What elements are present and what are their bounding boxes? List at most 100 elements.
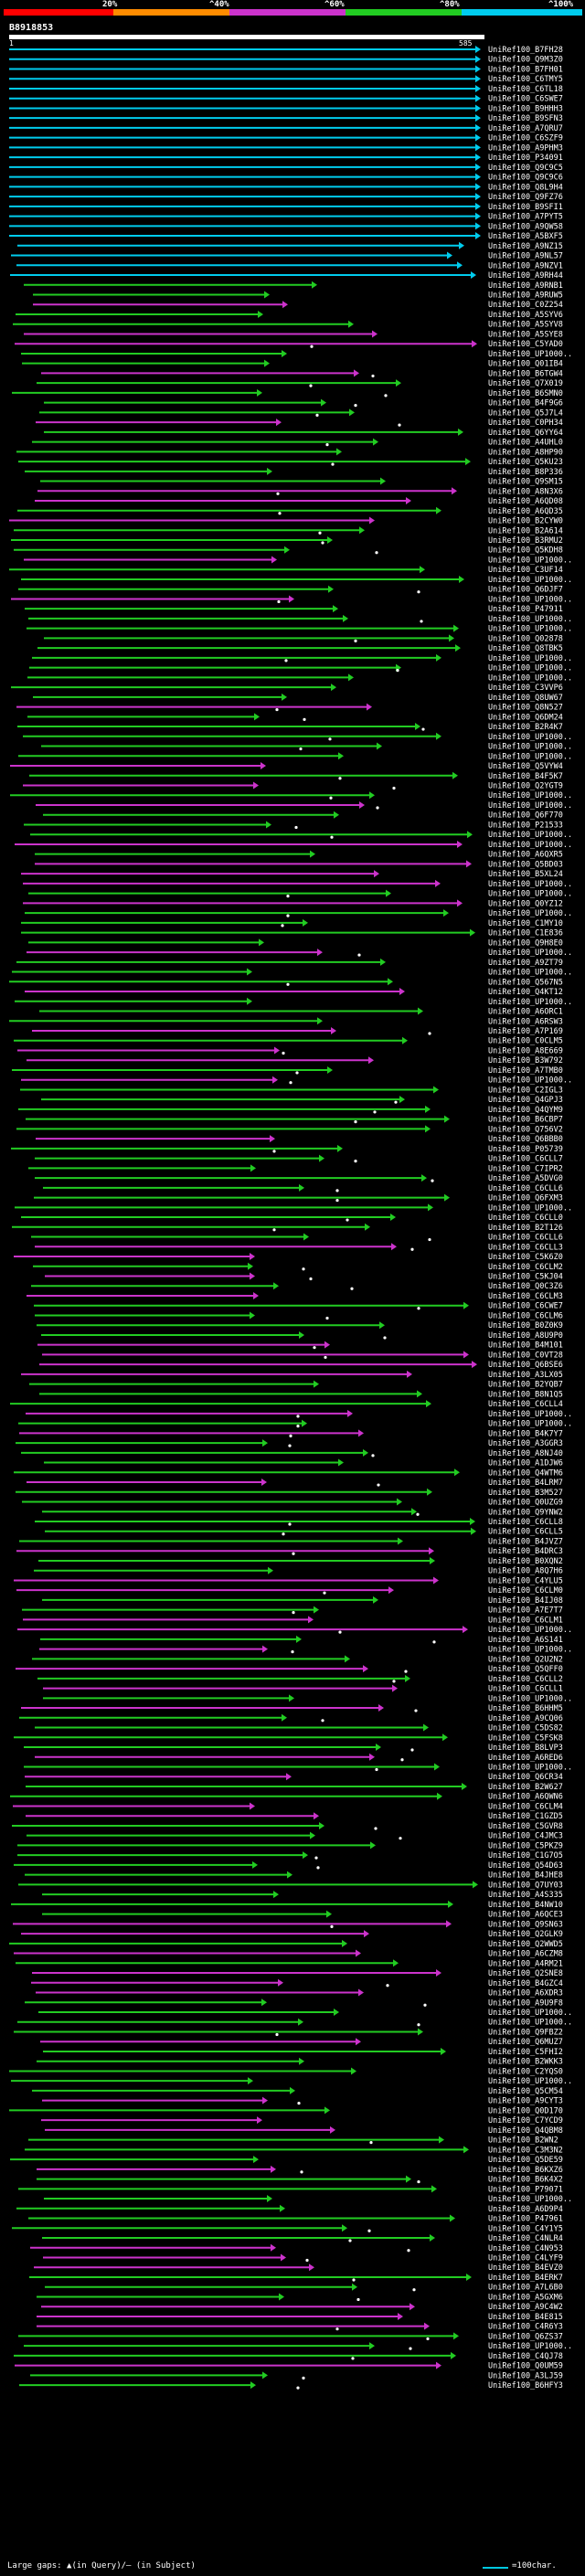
hit-label[interactable]: UniRef100_C1E836 bbox=[488, 929, 563, 938]
hit-label[interactable]: UniRef100_UP1000.. bbox=[488, 831, 572, 840]
hit-label[interactable]: UniRef100_A4S335 bbox=[488, 1891, 563, 1900]
hit-label[interactable]: UniRef100_Q9SN63 bbox=[488, 1920, 563, 1929]
hit-label[interactable]: UniRef100_A8E669 bbox=[488, 1046, 563, 1055]
hit-label[interactable]: UniRef100_B2A614 bbox=[488, 526, 563, 535]
hit-label[interactable]: UniRef100_C6CLL2 bbox=[488, 1675, 563, 1684]
hit-label[interactable]: UniRef100_Q0UM59 bbox=[488, 2362, 563, 2371]
hit-label[interactable]: UniRef100_B3RMU2 bbox=[488, 536, 563, 546]
hit-label[interactable]: UniRef100_Q6F770 bbox=[488, 811, 563, 821]
hit-label[interactable]: UniRef100_C7IPR2 bbox=[488, 1164, 563, 1173]
hit-label[interactable]: UniRef100_C4YLU5 bbox=[488, 1576, 563, 1585]
hit-label[interactable]: UniRef100_Q6ZS37 bbox=[488, 2332, 563, 2341]
hit-label[interactable]: UniRef100_C6TMY5 bbox=[488, 75, 563, 84]
hit-label[interactable]: UniRef100_A6RED6 bbox=[488, 1754, 563, 1763]
hit-label[interactable]: UniRef100_C6CLL7 bbox=[488, 1155, 563, 1164]
hit-label[interactable]: UniRef100_B5XL24 bbox=[488, 870, 563, 879]
hit-label[interactable]: UniRef100_UP1000.. bbox=[488, 841, 572, 850]
hit-label[interactable]: UniRef100_Q7X019 bbox=[488, 379, 563, 388]
hit-label[interactable]: UniRef100_UP1000.. bbox=[488, 1076, 572, 1086]
hit-label[interactable]: UniRef100_UP1000.. bbox=[488, 2019, 572, 2028]
hit-label[interactable]: UniRef100_A8U9P0 bbox=[488, 1331, 563, 1341]
hit-label[interactable]: UniRef100_UP1000.. bbox=[488, 625, 572, 634]
hit-label[interactable]: UniRef100_A9RUW5 bbox=[488, 292, 563, 301]
hit-label[interactable]: UniRef100_B4GZC4 bbox=[488, 1979, 563, 1988]
hit-label[interactable]: UniRef100_Q02878 bbox=[488, 634, 563, 643]
hit-label[interactable]: UniRef100_A9CYT3 bbox=[488, 2097, 563, 2106]
hit-label[interactable]: UniRef100_UP1000.. bbox=[488, 615, 572, 624]
hit-label[interactable]: UniRef100_Q2GLK9 bbox=[488, 1930, 563, 1939]
hit-label[interactable]: UniRef100_UP1000.. bbox=[488, 664, 572, 673]
hit-label[interactable]: UniRef100_A6S141 bbox=[488, 1636, 563, 1645]
hit-label[interactable]: UniRef100_C6CLL1 bbox=[488, 1685, 563, 1694]
hit-label[interactable]: UniRef100_B4LRM7 bbox=[488, 1479, 563, 1488]
hit-label[interactable]: UniRef100_UP1000.. bbox=[488, 743, 572, 752]
hit-label[interactable]: UniRef100_Q2WWD5 bbox=[488, 1940, 563, 1949]
hit-label[interactable]: UniRef100_B8N1Q5 bbox=[488, 1390, 563, 1399]
hit-label[interactable]: UniRef100_Q8UW67 bbox=[488, 694, 563, 703]
hit-label[interactable]: UniRef100_Q9FBZ2 bbox=[488, 2028, 563, 2037]
hit-label[interactable]: UniRef100_C0VT28 bbox=[488, 1351, 563, 1360]
hit-label[interactable]: UniRef100_C6CLL3 bbox=[488, 1243, 563, 1252]
hit-label[interactable]: UniRef100_Q5DE59 bbox=[488, 2156, 563, 2165]
hit-label[interactable]: UniRef100_C6CLM2 bbox=[488, 1263, 563, 1272]
hit-label[interactable]: UniRef100_Q0C3Z6 bbox=[488, 1282, 563, 1291]
hit-label[interactable]: UniRef100_A9CQ06 bbox=[488, 1714, 563, 1723]
hit-label[interactable]: UniRef100_Q54D63 bbox=[488, 1861, 563, 1871]
hit-label[interactable]: UniRef100_UP1000.. bbox=[488, 576, 572, 585]
hit-label[interactable]: UniRef100_B4E815 bbox=[488, 2313, 563, 2322]
hit-label[interactable]: UniRef100_UP1000.. bbox=[488, 350, 572, 359]
hit-label[interactable]: UniRef100_B4JVZ7 bbox=[488, 1537, 563, 1546]
hit-label[interactable]: UniRef100_C3VVP6 bbox=[488, 684, 563, 693]
hit-label[interactable]: UniRef100_C6CLL6 bbox=[488, 1234, 563, 1243]
hit-label[interactable]: UniRef100_C6CLL5 bbox=[488, 1528, 563, 1537]
hit-label[interactable]: UniRef100_C3M3N2 bbox=[488, 2146, 563, 2155]
hit-label[interactable]: UniRef100_P34091 bbox=[488, 154, 563, 163]
hit-label[interactable]: UniRef100_A8N3X6 bbox=[488, 487, 563, 496]
hit-label[interactable]: UniRef100_Q5KU23 bbox=[488, 458, 563, 467]
hit-label[interactable]: UniRef100_C6CLM4 bbox=[488, 1802, 563, 1811]
hit-label[interactable]: UniRef100_C5FHI2 bbox=[488, 2048, 563, 2057]
hit-label[interactable]: UniRef100_C4JMC3 bbox=[488, 1832, 563, 1841]
hit-label[interactable]: UniRef100_A6QXR5 bbox=[488, 851, 563, 860]
hit-label[interactable]: UniRef100_UP1000.. bbox=[488, 791, 572, 800]
hit-label[interactable]: UniRef100_B4F5K7 bbox=[488, 772, 563, 781]
hit-label[interactable]: UniRef100_A3LJ59 bbox=[488, 2371, 563, 2380]
hit-label[interactable]: UniRef100_C4R6Y3 bbox=[488, 2323, 563, 2332]
hit-label[interactable]: UniRef100_B9HHH3 bbox=[488, 104, 563, 113]
hit-label[interactable]: UniRef100_A8HP90 bbox=[488, 448, 563, 457]
hit-label[interactable]: UniRef100_C0CLM5 bbox=[488, 1037, 563, 1046]
hit-label[interactable]: UniRef100_B4JHE8 bbox=[488, 1871, 563, 1881]
hit-label[interactable]: UniRef100_Q4KT12 bbox=[488, 988, 563, 997]
hit-label[interactable]: UniRef100_A9C4W2 bbox=[488, 2303, 563, 2312]
hit-label[interactable]: UniRef100_B6SMN0 bbox=[488, 389, 563, 398]
hit-label[interactable]: UniRef100_A5GXM6 bbox=[488, 2293, 563, 2302]
hit-label[interactable]: UniRef100_Q4QYM9 bbox=[488, 1106, 563, 1115]
hit-label[interactable]: UniRef100_A7P169 bbox=[488, 1027, 563, 1036]
hit-label[interactable]: UniRef100_A7L6B0 bbox=[488, 2284, 563, 2293]
hit-label[interactable]: UniRef100_C6TL18 bbox=[488, 85, 563, 94]
hit-label[interactable]: UniRef100_Q0D170 bbox=[488, 2106, 563, 2115]
hit-label[interactable]: UniRef100_Q9FZ76 bbox=[488, 193, 563, 202]
hit-label[interactable]: UniRef100_C6CLL6 bbox=[488, 1184, 563, 1193]
hit-label[interactable]: UniRef100_A8Q7H6 bbox=[488, 1567, 563, 1576]
hit-label[interactable]: UniRef100_Q567N5 bbox=[488, 978, 563, 987]
hit-label[interactable]: UniRef100_Q9H8E0 bbox=[488, 938, 563, 948]
hit-label[interactable]: UniRef100_Q5CM54 bbox=[488, 2087, 563, 2096]
hit-label[interactable]: UniRef100_A5SYV8 bbox=[488, 321, 563, 330]
hit-label[interactable]: UniRef100_A6XDR3 bbox=[488, 1989, 563, 1998]
hit-label[interactable]: UniRef100_A6RSW3 bbox=[488, 1017, 563, 1026]
hit-label[interactable]: UniRef100_B9SFI1 bbox=[488, 203, 563, 212]
hit-label[interactable]: UniRef100_A6D9P4 bbox=[488, 2205, 563, 2214]
hit-label[interactable]: UniRef100_C6CLM0 bbox=[488, 1586, 563, 1595]
hit-label[interactable]: UniRef100_B0XQN2 bbox=[488, 1557, 563, 1566]
hit-label[interactable]: UniRef100_C6SWE7 bbox=[488, 95, 563, 104]
hit-label[interactable]: UniRef100_C5GVR8 bbox=[488, 1822, 563, 1831]
hit-label[interactable]: UniRef100_UP1000.. bbox=[488, 673, 572, 683]
hit-label[interactable]: UniRef100_B2W627 bbox=[488, 1783, 563, 1792]
hit-label[interactable]: UniRef100_UP1000.. bbox=[488, 1203, 572, 1213]
hit-label[interactable]: UniRef100_B7FH01 bbox=[488, 65, 563, 74]
hit-label[interactable]: UniRef100_A3LX05 bbox=[488, 1371, 563, 1380]
hit-label[interactable]: UniRef100_UP1000.. bbox=[488, 1626, 572, 1635]
hit-label[interactable]: UniRef100_C4N953 bbox=[488, 2244, 563, 2253]
hit-label[interactable]: UniRef100_C1GZD5 bbox=[488, 1812, 563, 1821]
